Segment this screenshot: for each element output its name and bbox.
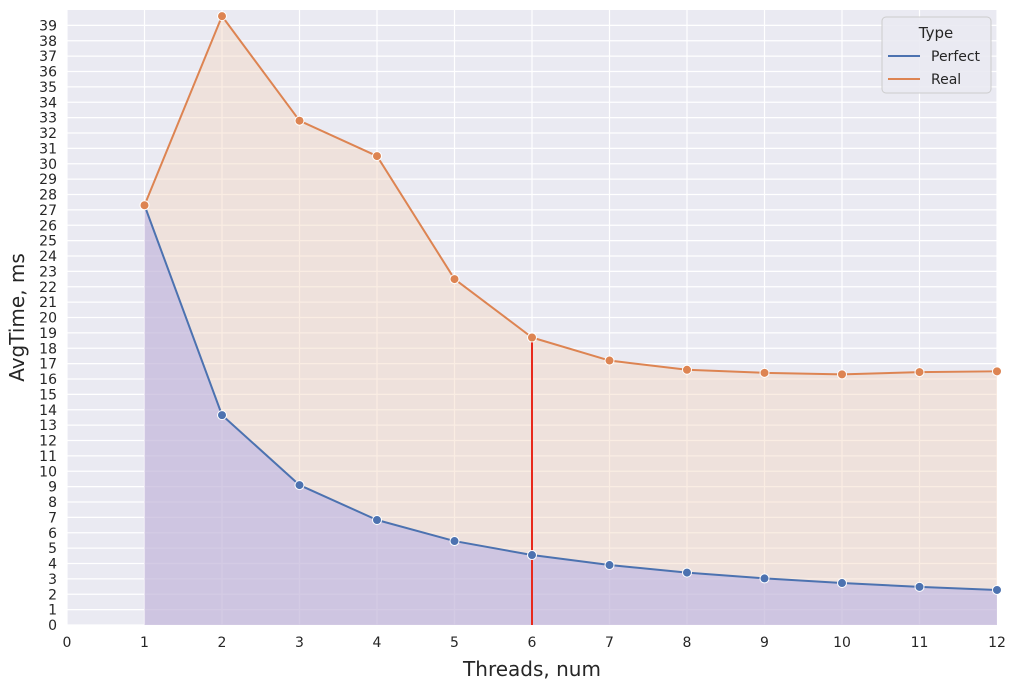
y-tick-label: 8	[48, 495, 57, 511]
area-fill-real	[144, 16, 997, 625]
y-tick-label: 38	[39, 34, 57, 50]
series-lines	[143, 15, 998, 625]
y-tick-label: 32	[39, 126, 57, 142]
y-tick-label: 18	[39, 341, 57, 357]
y-tick-label: 5	[48, 541, 57, 557]
y-tick-label: 33	[39, 111, 57, 127]
data-point-perfect	[992, 584, 1002, 595]
y-tick-label: 37	[39, 49, 57, 65]
series-line-perfect	[143, 204, 998, 591]
legend-box	[881, 16, 992, 94]
data-point-real	[372, 151, 382, 162]
data-point-real	[294, 115, 305, 126]
data-point-perfect	[294, 480, 305, 491]
y-tick-label: 26	[39, 218, 57, 234]
y-tick-label: 6	[48, 526, 57, 542]
x-tick-label: 9	[760, 635, 769, 651]
y-tick-label: 4	[48, 557, 57, 573]
data-point-perfect	[604, 560, 615, 571]
y-tick-label: 9	[48, 480, 57, 496]
legend-label-real: Real	[931, 72, 961, 88]
y-tick-label: 0	[48, 618, 57, 634]
data-point-perfect	[449, 536, 460, 547]
x-tick-label: 4	[373, 635, 382, 651]
area-fill-perfect	[144, 205, 997, 625]
x-tick-label: 8	[683, 635, 692, 651]
y-tick-label: 36	[39, 65, 57, 81]
data-point-real	[682, 364, 692, 375]
legend-title: Type	[918, 24, 953, 42]
y-tick-label: 12	[39, 434, 57, 450]
x-tick-label: 7	[605, 635, 614, 651]
x-tick-label: 10	[833, 635, 851, 651]
data-point-perfect	[372, 514, 382, 525]
data-point-perfect	[837, 578, 847, 589]
data-point-real	[449, 274, 460, 285]
y-tick-label: 24	[39, 249, 57, 265]
series-points	[139, 11, 1002, 595]
x-tick-label: 3	[295, 635, 304, 651]
data-point-real	[527, 332, 537, 343]
y-tick-label: 29	[39, 172, 57, 188]
data-point-real	[139, 200, 150, 211]
y-tick-label: 16	[39, 372, 57, 388]
area-fills	[144, 16, 997, 625]
x-axis-title: Threads, num	[462, 657, 601, 681]
y-tick-label: 35	[39, 80, 57, 96]
series-line-real	[143, 15, 998, 376]
x-tick-label: 5	[450, 635, 459, 651]
y-tick-label: 13	[39, 418, 57, 434]
data-point-real	[914, 367, 925, 378]
y-tick-label: 28	[39, 188, 57, 204]
y-tick-label: 27	[39, 203, 57, 219]
legend-label-perfect: Perfect	[931, 49, 981, 65]
y-tick-label: 10	[39, 464, 57, 480]
y-tick-label: 1	[48, 603, 57, 619]
y-axis-title: AvgTime, ms	[5, 253, 29, 382]
x-tick-label: 2	[218, 635, 227, 651]
data-point-real	[992, 366, 1002, 377]
y-tick-label: 23	[39, 264, 57, 280]
x-tick-label: 6	[528, 635, 537, 651]
data-point-perfect	[217, 410, 227, 421]
data-point-perfect	[682, 567, 692, 578]
data-point-real	[759, 367, 770, 378]
x-tick-label: 12	[988, 635, 1006, 651]
tick-labels: 0123456789101112131415161718192021222324…	[39, 18, 1006, 651]
y-tick-label: 20	[39, 311, 57, 327]
y-tick-label: 3	[48, 572, 57, 588]
y-tick-label: 15	[39, 387, 57, 403]
y-tick-label: 39	[39, 18, 57, 34]
y-tick-label: 2	[48, 587, 57, 603]
y-tick-label: 30	[39, 157, 57, 173]
y-tick-label: 11	[39, 449, 57, 465]
data-point-real	[604, 355, 615, 366]
y-tick-label: 22	[39, 280, 57, 296]
data-point-real	[837, 369, 847, 380]
data-point-perfect	[759, 573, 770, 584]
x-tick-label: 1	[140, 635, 149, 651]
y-tick-label: 14	[39, 403, 57, 419]
data-point-perfect	[527, 550, 537, 561]
x-tick-label: 0	[63, 635, 72, 651]
legend: Type Perfect Real	[881, 16, 992, 94]
data-point-perfect	[914, 581, 925, 592]
data-point-real	[217, 11, 227, 22]
y-tick-label: 34	[39, 95, 57, 111]
y-tick-label: 25	[39, 234, 57, 250]
y-tick-label: 7	[48, 510, 57, 526]
y-tick-label: 17	[39, 357, 57, 373]
y-tick-label: 21	[39, 295, 57, 311]
y-tick-label: 19	[39, 326, 57, 342]
x-tick-label: 11	[911, 635, 929, 651]
y-tick-label: 31	[39, 141, 57, 157]
